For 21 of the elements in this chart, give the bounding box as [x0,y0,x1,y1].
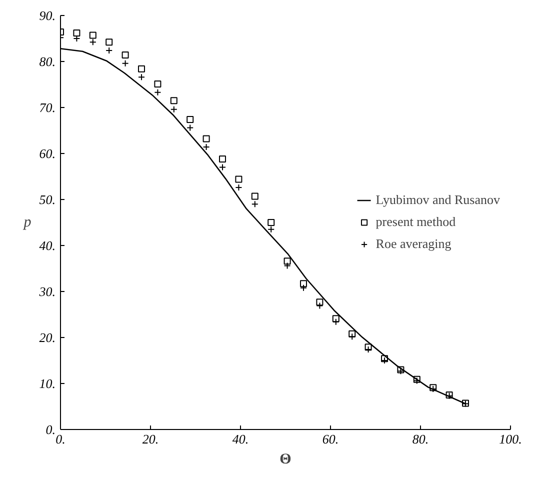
x-tick-label: 80. [412,432,429,446]
y-tick-label: 70. [39,100,56,115]
y-tick-label: 30. [38,284,56,299]
legend-label: present method [376,214,456,230]
x-axis-title: Θ [280,452,292,468]
y-tick-label: 0. [46,422,56,437]
y-axis-title: p [22,214,32,230]
y-tick-label: 60. [39,146,56,161]
x-tick-label: 60. [322,432,339,446]
y-tick-label: 10. [39,376,56,391]
y-tick-label: 50. [39,192,56,207]
x-tick-label: 100. [499,432,522,446]
y-tick-label: 20. [39,330,56,345]
y-tick-label: 40. [39,238,56,253]
legend-label: Roe averaging [376,236,452,252]
legend-label: Lyubimov and Rusanov [376,192,500,208]
x-tick-label: 20. [142,432,159,446]
y-tick-label: 90. [39,8,56,23]
x-tick-label: 0. [56,432,66,446]
x-tick-label: 40. [232,432,249,446]
y-tick-label: 80. [39,54,56,69]
